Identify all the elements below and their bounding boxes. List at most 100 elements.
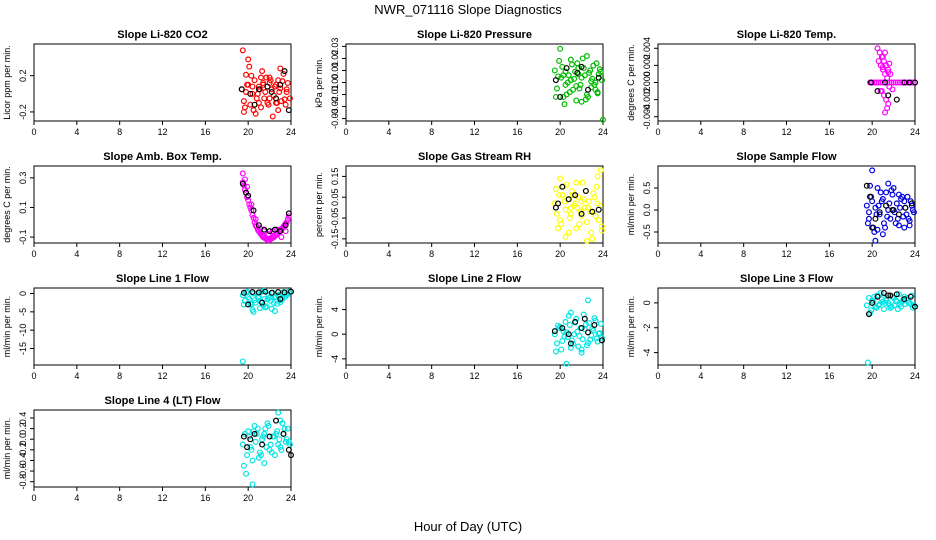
data-point — [872, 237, 879, 244]
x-tick-label: 20 — [867, 371, 877, 381]
data-point — [593, 60, 600, 67]
highlight-point — [262, 288, 269, 295]
highlight-point — [281, 68, 288, 75]
x-tick-label: 20 — [243, 249, 253, 259]
data-point — [879, 196, 886, 203]
x-tick-label: 16 — [512, 371, 522, 381]
data-point — [562, 81, 569, 88]
y-tick-label: -0.5 — [642, 224, 652, 240]
y-tick-label: 0 — [330, 332, 340, 337]
figure-x-axis-label: Hour of Day (UTC) — [413, 519, 523, 534]
highlight-point — [243, 189, 250, 196]
y-axis-label: ml/min per min. — [2, 418, 12, 480]
data-point — [247, 444, 254, 451]
panel-title: Slope Amb. Box Temp. — [103, 151, 222, 163]
data-point — [250, 107, 257, 114]
x-tick-label: 0 — [343, 127, 348, 137]
highlight-point — [288, 288, 295, 295]
y-tick-label: -0.002 — [642, 87, 652, 113]
y-tick-label: 0.02 — [330, 50, 340, 68]
data-point — [559, 337, 566, 344]
x-tick-label: 20 — [867, 127, 877, 137]
data-point — [255, 293, 262, 300]
x-tick-label: 20 — [555, 249, 565, 259]
highlight-point — [273, 95, 280, 102]
highlight-point — [239, 180, 246, 187]
y-tick-label: -0.2 — [18, 442, 28, 458]
x-tick-label: 24 — [598, 371, 608, 381]
data-point — [893, 200, 900, 207]
highlight-point — [285, 210, 292, 217]
data-point — [553, 85, 560, 92]
data-point — [256, 305, 263, 312]
x-tick-label: 4 — [698, 249, 703, 259]
data-point — [573, 225, 580, 232]
data-point — [267, 77, 274, 84]
y-tick-label: 0.05 — [330, 188, 340, 206]
data-point — [255, 454, 262, 461]
data-point — [261, 460, 268, 467]
data-point — [246, 63, 253, 70]
data-point — [877, 189, 884, 196]
data-point — [579, 179, 586, 186]
data-point — [284, 425, 291, 432]
data-point — [555, 322, 562, 329]
x-tick-label: 4 — [74, 249, 79, 259]
data-point — [597, 320, 604, 327]
y-tick-label: 0.4 — [18, 412, 28, 425]
data-point — [264, 420, 271, 427]
highlight-point — [893, 96, 900, 103]
y-axis-label: percent per min. — [314, 172, 324, 237]
highlight-point — [251, 101, 258, 108]
highlight-point — [908, 200, 915, 207]
y-tick-label: -0.05 — [330, 208, 340, 229]
data-point — [876, 211, 883, 218]
y-tick-label: -10 — [18, 324, 28, 337]
data-point — [565, 72, 572, 79]
data-point — [560, 328, 567, 335]
data-point — [583, 237, 590, 244]
highlight-point — [266, 433, 273, 440]
data-point — [274, 226, 281, 233]
data-point — [247, 204, 254, 211]
data-point — [882, 49, 889, 56]
highlight-point — [585, 329, 592, 336]
x-tick-label: 4 — [698, 127, 703, 137]
plot-frame — [345, 165, 604, 244]
data-point — [269, 113, 276, 120]
data-point — [890, 185, 897, 192]
data-point — [886, 60, 893, 67]
data-point — [285, 213, 292, 220]
highlight-point — [277, 296, 284, 303]
y-tick-label: 0.2 — [18, 69, 28, 82]
highlight-point — [247, 90, 254, 97]
data-point — [283, 219, 290, 226]
highlight-point — [244, 444, 251, 451]
data-point — [573, 83, 580, 90]
data-point — [275, 77, 282, 84]
data-point — [578, 349, 585, 356]
data-point — [556, 57, 563, 64]
highlight-point — [868, 79, 875, 86]
panel-title: Slope Li-820 Pressure — [417, 29, 532, 41]
y-axis-label: ml/min per min. — [626, 174, 636, 236]
data-point — [567, 309, 574, 316]
highlight-point — [281, 289, 288, 296]
data-point — [249, 481, 256, 488]
data-point — [245, 56, 252, 63]
x-tick-label: 8 — [117, 127, 122, 137]
data-point — [267, 441, 274, 448]
data-point — [892, 297, 899, 304]
highlight-point — [901, 296, 908, 303]
data-point — [583, 219, 590, 226]
data-point — [595, 217, 602, 224]
data-point — [578, 198, 585, 205]
data-point — [576, 333, 583, 340]
data-point — [578, 98, 585, 105]
y-tick-label: 0.01 — [330, 62, 340, 80]
data-point — [245, 428, 252, 435]
data-point — [573, 315, 580, 322]
data-point — [244, 183, 251, 190]
data-point — [253, 430, 260, 437]
highlight-point — [285, 446, 292, 453]
